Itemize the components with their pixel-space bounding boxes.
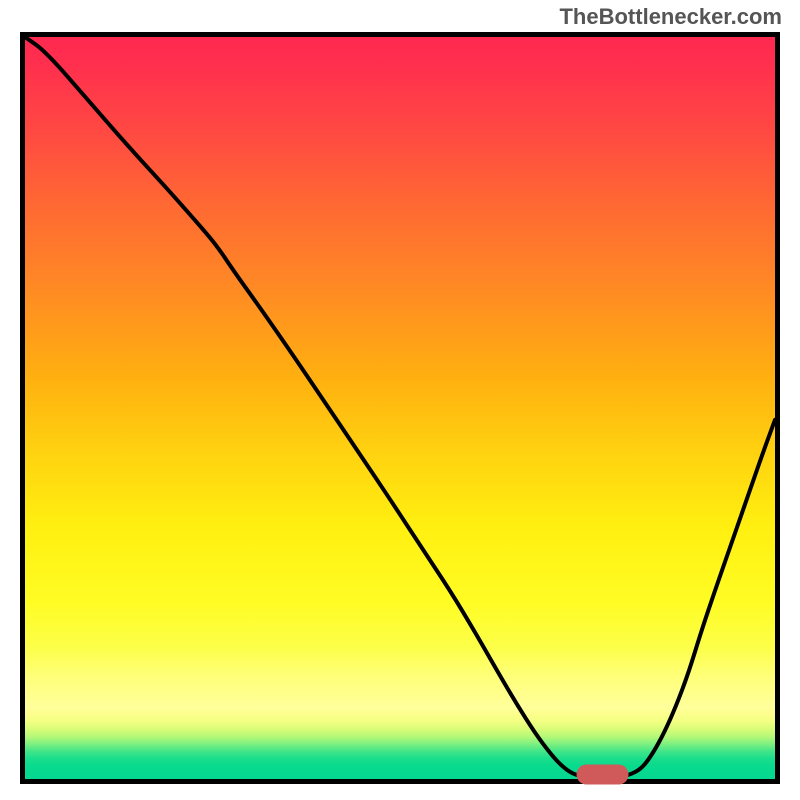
optimal-marker	[577, 765, 629, 785]
bottleneck-chart: TheBottlenecker.com	[0, 0, 800, 800]
attribution-text: TheBottlenecker.com	[559, 4, 782, 29]
chart-gradient-background	[23, 35, 778, 782]
